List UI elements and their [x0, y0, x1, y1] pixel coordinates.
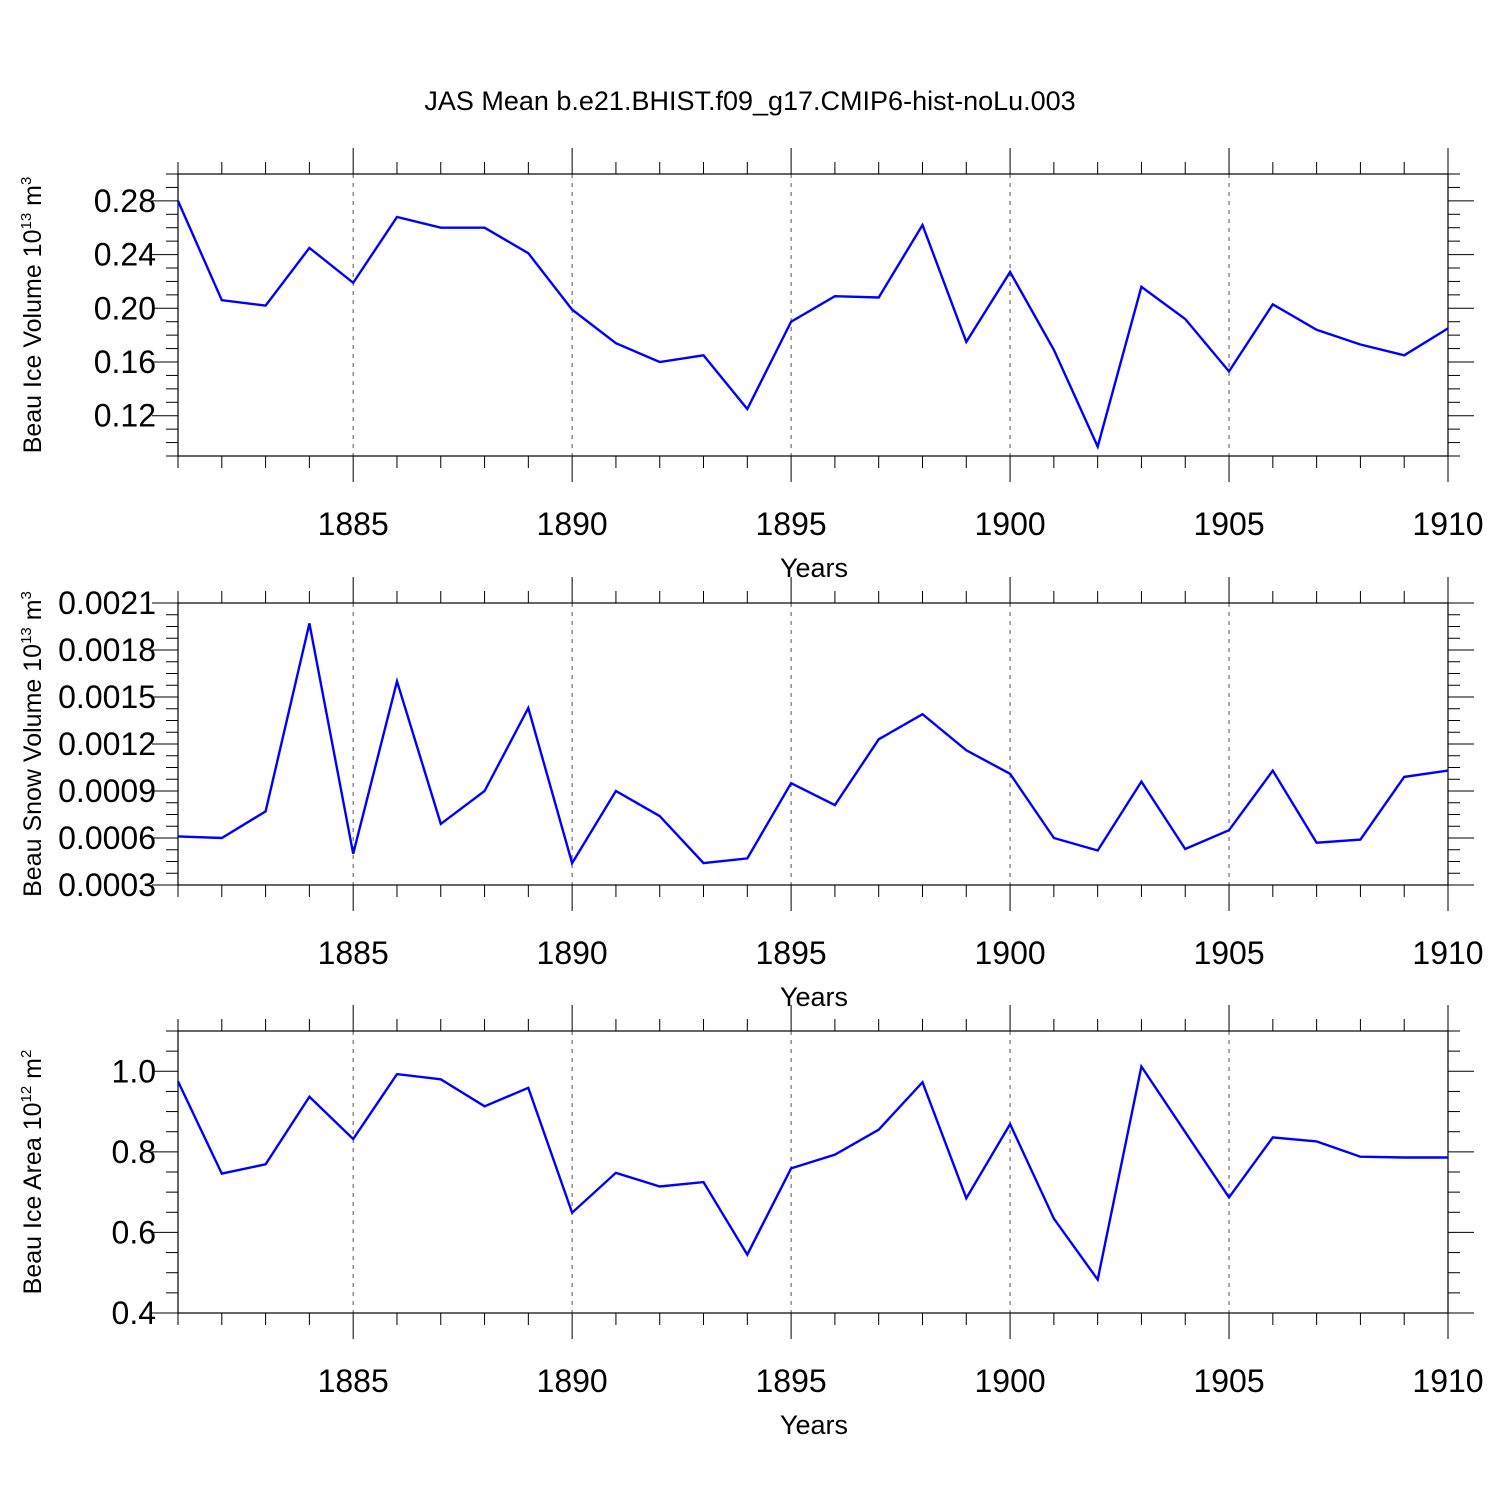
x-tick-label: 1885 — [318, 1363, 389, 1399]
x-tick-label: 1885 — [318, 506, 389, 542]
y-tick-label: 0.8 — [112, 1134, 156, 1170]
y-tick-label: 0.0018 — [58, 632, 156, 668]
y-tick-label: 0.0021 — [58, 585, 156, 621]
y-tick-label: 0.0012 — [58, 726, 156, 762]
y-tick-label: 0.4 — [112, 1295, 156, 1331]
y-tick-label: 0.0003 — [58, 867, 156, 903]
x-tick-label: 1890 — [537, 506, 608, 542]
y-tick-label: 0.0006 — [58, 820, 156, 856]
plot-frame — [177, 173, 1449, 457]
y-tick-label: 0.24 — [94, 237, 156, 273]
y-tick-label: 1.0 — [112, 1053, 156, 1089]
y-tick-label: 0.12 — [94, 398, 156, 434]
x-tick-label: 1900 — [974, 935, 1045, 971]
x-tick-label: 1910 — [1412, 935, 1483, 971]
x-tick-label: 1885 — [318, 935, 389, 971]
x-axis-label: Years — [780, 982, 848, 1012]
figure-title: JAS Mean b.e21.BHIST.f09_g17.CMIP6-hist-… — [424, 86, 1075, 116]
x-tick-label: 1895 — [756, 1363, 827, 1399]
x-tick-label: 1910 — [1412, 506, 1483, 542]
y-tick-label: 0.6 — [112, 1214, 156, 1250]
y-tick-label: 0.16 — [94, 344, 156, 380]
y-axis-label: Beau Ice Area 1012 m2 — [18, 1050, 47, 1295]
x-tick-label: 1900 — [974, 1363, 1045, 1399]
x-axis-label: Years — [780, 1410, 848, 1440]
series-line — [176, 200, 1449, 451]
x-tick-label: 1900 — [974, 506, 1045, 542]
panel-1: 1885 1890 1895 1900 1905 1910 0.12 0.16 0.20 0.24… — [18, 148, 1484, 583]
plot-frame — [177, 602, 1449, 886]
x-tick-label: 1890 — [537, 1363, 608, 1399]
panel-2: 1885 1890 1895 1900 1905 1910 0.0003 0.0006 0.00… — [18, 577, 1484, 1012]
x-tick-label: 1890 — [537, 935, 608, 971]
x-tick-label: 1895 — [756, 935, 827, 971]
y-axis-label: Beau Snow Volume 1013 m3 — [18, 591, 47, 897]
x-axis-label: Years — [780, 553, 848, 583]
y-tick-label: 0.28 — [94, 183, 156, 219]
x-tick-label: 1905 — [1193, 1363, 1264, 1399]
series-line — [177, 623, 1449, 867]
panels: 1885 1890 1895 1900 1905 1910 0.12 0.16 0.20 0.24… — [18, 148, 1484, 1440]
x-tick-label: 1905 — [1193, 935, 1264, 971]
panel-3: 1885 1890 1895 1900 1905 1910 0.4 0.6 0.8 1.0 Year… — [18, 1005, 1484, 1440]
y-tick-label: 0.0015 — [58, 679, 156, 715]
plot-frame — [177, 1030, 1449, 1314]
y-tick-label: 0.20 — [94, 290, 156, 326]
x-tick-label: 1895 — [756, 506, 827, 542]
y-axis-label: Beau Ice Volume 1013 m3 — [18, 177, 47, 454]
y-tick-label: 0.0009 — [58, 773, 156, 809]
x-tick-label: 1905 — [1193, 506, 1264, 542]
x-tick-label: 1910 — [1412, 1363, 1483, 1399]
series-line — [176, 1063, 1448, 1283]
